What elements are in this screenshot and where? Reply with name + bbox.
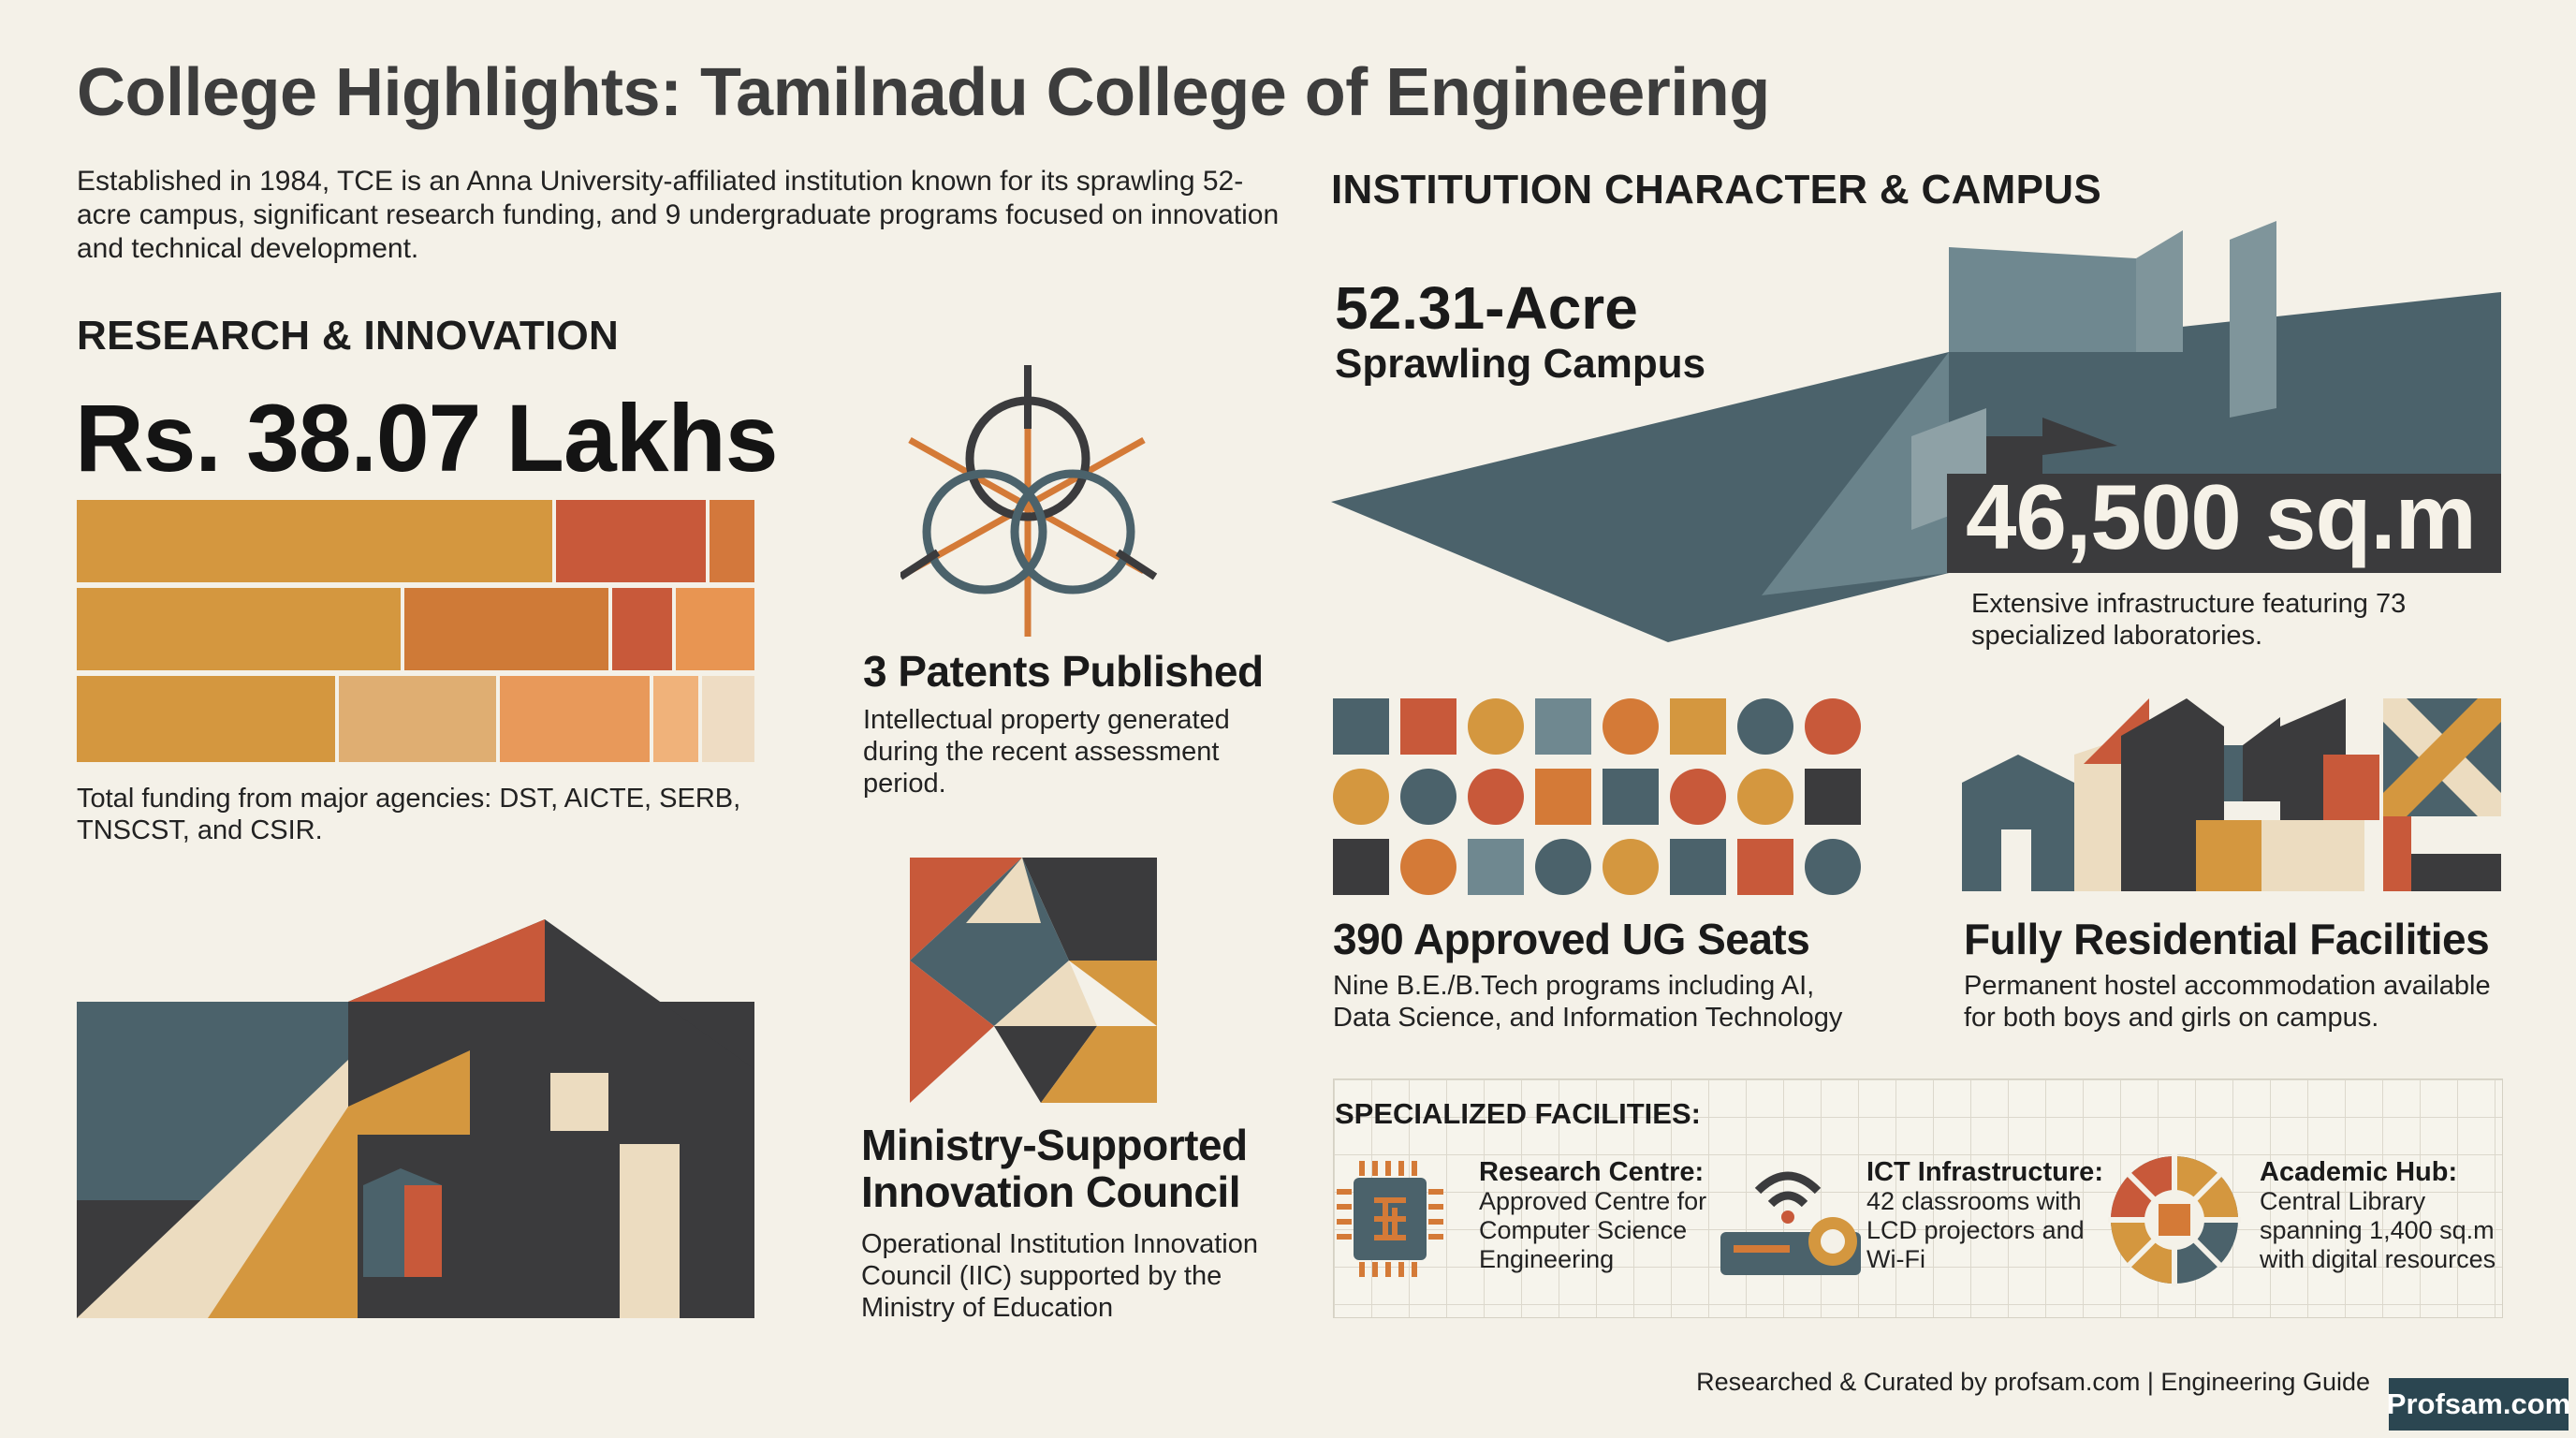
facility-text: Approved Centre for Computer Science Eng… [1479,1187,1707,1273]
acre-value: 52.31-Acre [1335,274,1638,342]
patents-text: Intellectual property generated during t… [863,705,1230,799]
residential-text: Permanent hostel accommodation available… [1964,971,2491,1033]
seats-pattern-graphic [1333,698,1861,895]
profsam-logo[interactable]: Profsam.com [2387,1378,2570,1431]
seats-text: Nine B.E./B.Tech programs including AI, … [1333,971,1843,1033]
area-value: 46,500 sq.m [1966,465,2477,568]
campus-building-illustration [77,919,754,1318]
residential-title: Fully Residential Facilities [1964,915,2490,963]
footer-credit: Researched & Curated by profsam.com | En… [1696,1368,2370,1396]
campus-heading: INSTITUTION CHARACTER & CAMPUS [1331,167,2101,213]
facility-title: ICT Infrastructure: [1866,1157,2103,1187]
funding-caption: Total funding from major agencies: DST, … [77,784,741,845]
page-title: College Highlights: Tamilnadu College of… [77,55,1770,130]
patent-circles-icon [900,365,1158,637]
facility-title: Research Centre: [1479,1157,1705,1187]
residential-houses-graphic [1962,698,2501,891]
patents-title: 3 Patents Published [863,647,1264,696]
funding-blocks-graphic [77,500,754,762]
facility-text: 42 classrooms with LCD projectors and Wi… [1866,1187,2085,1273]
facilities-panel [1333,1078,2503,1318]
facility-title: Academic Hub: [2260,1157,2458,1187]
research-heading: RESEARCH & INNOVATION [77,313,620,359]
seats-title: 390 Approved UG Seats [1333,915,1810,963]
campus-landscape-graphic [1331,221,2501,642]
facility-text: Central Library spanning 1,400 sq.m with… [2260,1187,2496,1273]
innovation-geometric-icon [910,858,1157,1103]
facilities-heading: SPECIALIZED FACILITIES: [1335,1097,1701,1130]
area-text: Extensive infrastructure featuring 73 sp… [1971,589,2407,651]
acre-label: Sprawling Campus [1335,341,1706,387]
funding-amount: Rs. 38.07 Lakhs [75,385,778,492]
library-hub-icon [2108,1153,2241,1286]
chip-icon [1337,1161,1443,1277]
iic-title: Ministry-Supported Innovation Council [861,1121,1248,1216]
intro-text: Established in 1984, TCE is an Anna Univ… [77,166,1280,264]
iic-text: Operational Institution Innovation Counc… [861,1229,1258,1323]
projector-wifi-icon [1720,1171,1861,1275]
